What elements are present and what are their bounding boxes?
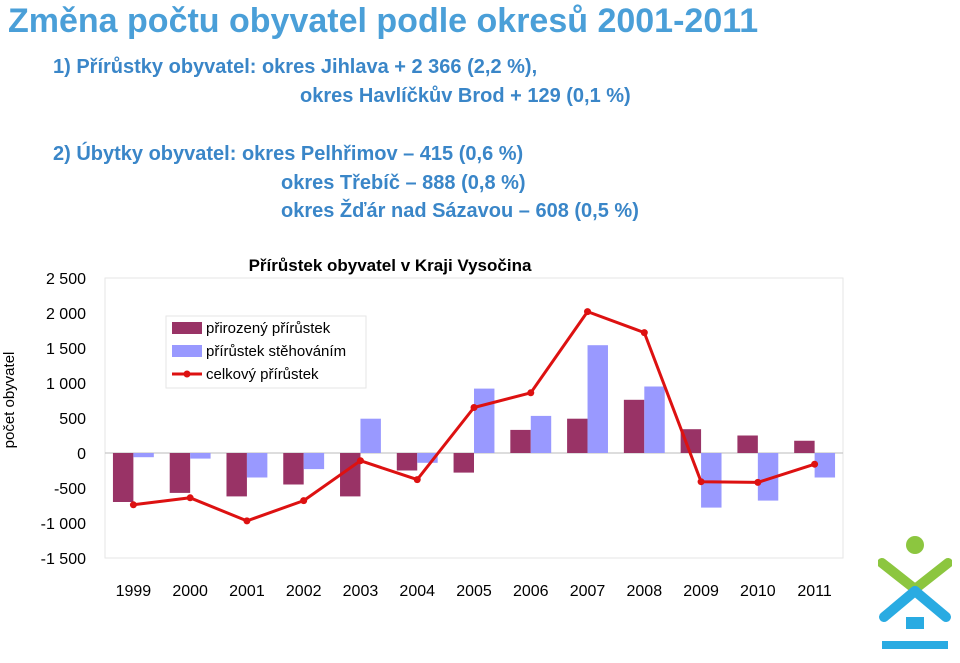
x-tick-label: 2007 bbox=[570, 583, 606, 600]
natural-increase-bar bbox=[283, 453, 304, 485]
x-tick-label: 2011 bbox=[797, 583, 832, 600]
x-tick-label: 2008 bbox=[627, 583, 663, 600]
legend-swatch-marker bbox=[183, 370, 191, 378]
legend-swatch bbox=[172, 345, 202, 357]
total-increase-point bbox=[754, 478, 762, 486]
natural-increase-bar bbox=[510, 429, 531, 453]
legend-swatch bbox=[172, 322, 202, 334]
natural-increase-bar bbox=[737, 435, 758, 453]
natural-increase-bar bbox=[112, 453, 134, 502]
total-increase-point bbox=[640, 329, 648, 337]
y-tick-label: -1 500 bbox=[41, 551, 86, 568]
page-title: Změna počtu obyvatel podle okresů 2001-2… bbox=[8, 2, 759, 40]
total-increase-point bbox=[356, 457, 364, 465]
increase-line-1: 1) Přírůstky obyvatel: okres Jihlava + 2… bbox=[53, 56, 538, 78]
chart-title: Přírůstek obyvatel v Kraji Vysočina bbox=[249, 256, 532, 275]
y-tick-label: 0 bbox=[77, 446, 86, 463]
y-tick-label: 2 000 bbox=[46, 306, 86, 323]
x-tick-label: 2004 bbox=[399, 583, 435, 600]
natural-increase-bar bbox=[396, 453, 418, 471]
total-increase-point bbox=[584, 308, 592, 316]
logo-leg-right bbox=[910, 586, 951, 622]
x-tick-label: 2001 bbox=[229, 583, 265, 600]
total-increase-point bbox=[186, 494, 194, 502]
total-increase-point bbox=[413, 476, 421, 484]
natural-increase-bar bbox=[680, 429, 702, 453]
total-increase-point bbox=[243, 517, 251, 525]
vysocina-logo bbox=[878, 536, 952, 649]
migration-increase-bar bbox=[190, 453, 211, 459]
y-tick-label: 1 500 bbox=[46, 341, 86, 358]
x-tick-label: 2006 bbox=[513, 583, 549, 600]
y-tick-label: 1 000 bbox=[46, 376, 86, 393]
total-increase-point bbox=[811, 460, 819, 468]
population-chart: 2 500 2 000 1 500 1 000 500 0 -500 -1 000 -1 500… bbox=[1, 256, 844, 600]
total-increase-point bbox=[300, 497, 308, 505]
y-tick-label: -500 bbox=[54, 481, 86, 498]
plot-area-border bbox=[104, 277, 844, 559]
migration-increase-bar bbox=[814, 453, 836, 478]
migration-increase-bar bbox=[360, 418, 381, 453]
migration-increase-bar bbox=[530, 415, 552, 453]
logo-head bbox=[906, 536, 924, 554]
migration-increase-bar bbox=[133, 453, 154, 458]
natural-increase-bar bbox=[226, 453, 247, 497]
natural-increase-bar bbox=[567, 418, 588, 453]
logo-arm-left bbox=[878, 558, 920, 594]
legend-label: přírůstek stěhováním bbox=[206, 343, 346, 360]
logo-arm-right bbox=[910, 558, 952, 594]
x-tick-label: 2003 bbox=[343, 583, 379, 600]
legend-label: celkový přírůstek bbox=[206, 366, 319, 383]
migration-increase-bar bbox=[644, 386, 665, 453]
natural-increase-bar bbox=[169, 453, 191, 493]
increase-line-2: okres Havlíčkův Brod + 129 (0,1 %) bbox=[300, 85, 631, 107]
natural-increase-bar bbox=[623, 399, 645, 453]
total-line-layer bbox=[129, 308, 819, 525]
total-increase-point bbox=[697, 478, 705, 486]
natural-increase-bar bbox=[794, 440, 815, 453]
decrease-line-3: okres Žďár nad Sázavou – 608 (0,5 %) bbox=[281, 200, 639, 222]
decrease-line-1: 2) Úbytky obyvatel: okres Pelhřimov – 41… bbox=[53, 143, 524, 165]
y-axis-label: počet obyvatel bbox=[1, 352, 18, 449]
x-axis: 1999 2000 2001 2002 2003 2004 2005 2006 2007 2008… bbox=[116, 583, 832, 600]
logo-leg-left bbox=[879, 586, 920, 622]
logo-base bbox=[906, 617, 924, 629]
migration-increase-bar bbox=[246, 453, 268, 478]
y-axis: 2 500 2 000 1 500 1 000 500 0 -500 -1 000 -1 500 bbox=[41, 271, 86, 568]
y-tick-label: -1 000 bbox=[41, 516, 86, 533]
total-increase-point bbox=[129, 501, 137, 509]
migration-increase-bar bbox=[587, 345, 608, 453]
natural-increase-bar bbox=[453, 453, 474, 473]
logo-ground bbox=[882, 641, 948, 649]
x-tick-label: 2010 bbox=[740, 583, 776, 600]
x-tick-label: 2005 bbox=[456, 583, 492, 600]
x-tick-label: 2009 bbox=[683, 583, 719, 600]
total-increase-point bbox=[527, 389, 535, 397]
migration-increase-bar bbox=[303, 453, 325, 470]
person-mark bbox=[878, 536, 952, 649]
x-tick-label: 2000 bbox=[172, 583, 208, 600]
migration-increase-bar bbox=[757, 453, 779, 501]
decrease-line-2: okres Třebíč – 888 (0,8 %) bbox=[281, 172, 526, 194]
x-tick-label: 2002 bbox=[286, 583, 322, 600]
y-tick-label: 2 500 bbox=[46, 271, 86, 288]
migration-increase-bar bbox=[701, 453, 722, 508]
legend-label: přirozený přírůstek bbox=[206, 320, 331, 337]
x-tick-label: 1999 bbox=[116, 583, 152, 600]
legend: přirozený přírůstek přírůstek stěhováním c… bbox=[165, 315, 367, 389]
migration-increase-bar bbox=[474, 388, 495, 453]
migration-increase-bar bbox=[417, 453, 438, 463]
y-tick-label: 500 bbox=[59, 411, 86, 428]
total-increase-point bbox=[470, 404, 478, 411]
